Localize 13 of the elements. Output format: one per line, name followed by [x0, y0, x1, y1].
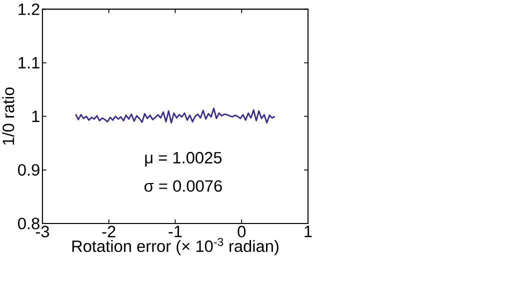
- y-tick-label: 1.2: [18, 4, 40, 15]
- y-tick-label: 0.9: [18, 164, 40, 176]
- y-tick-label: 1.1: [18, 57, 40, 68]
- x-tick-label: -2: [102, 226, 116, 238]
- x-tick-label: -1: [168, 226, 182, 238]
- line-series: [74, 108, 276, 124]
- x-axis-title: Rotation error (× 10$^{-3}$ radian): [72, 238, 278, 256]
- x-tick-label: 0: [238, 226, 246, 238]
- y-axis-title: 1/0 ratio: [2, 87, 14, 145]
- x-tick-label: 1: [304, 226, 312, 238]
- y-tick-label: 1: [32, 110, 40, 122]
- annotation: σ = 0.0076: [144, 180, 222, 192]
- annotation: μ = 1.0025: [145, 152, 222, 167]
